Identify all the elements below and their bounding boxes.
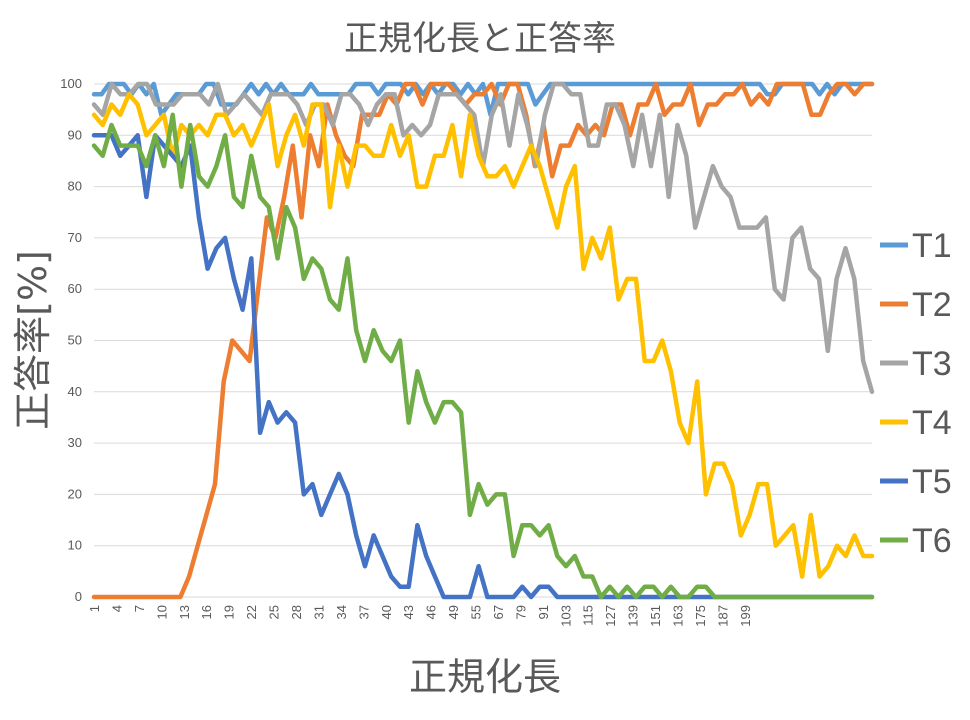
- legend-label: T3: [912, 345, 952, 383]
- y-tick-label: 30: [68, 435, 82, 450]
- x-tick-label: 4: [109, 605, 124, 612]
- legend-label: T5: [912, 463, 952, 501]
- x-tick-label: 175: [693, 605, 708, 627]
- series-lines: [91, 81, 875, 600]
- y-tick-label: 100: [60, 76, 82, 91]
- x-tick-label: 22: [244, 605, 259, 619]
- y-tick-label: 50: [68, 333, 82, 348]
- x-tick-label: 43: [401, 605, 416, 619]
- legend-item-t6: T6: [880, 522, 952, 560]
- x-tick-label: 37: [356, 605, 371, 619]
- x-tick-label: 67: [491, 605, 506, 619]
- y-tick-label: 0: [75, 589, 82, 604]
- y-tick-label: 20: [68, 486, 82, 501]
- legend-label: T4: [912, 404, 952, 442]
- x-tick-label: 25: [267, 605, 282, 619]
- x-tick-label: 151: [648, 605, 663, 627]
- gridlines: [94, 83, 872, 598]
- legend-label: T1: [912, 227, 952, 265]
- x-tick-label: 19: [222, 605, 237, 619]
- legend-item-t3: T3: [880, 345, 952, 383]
- y-tick-label: 40: [68, 384, 82, 399]
- legend-label: T2: [912, 286, 952, 324]
- x-tick-label: 16: [199, 605, 214, 619]
- x-tick-label: 1: [87, 605, 102, 612]
- x-tick-label: 10: [154, 605, 169, 619]
- x-tick-label: 115: [581, 605, 596, 626]
- x-tick-label: 13: [177, 605, 192, 619]
- legend-item-t4: T4: [880, 404, 952, 442]
- x-tick-label: 55: [469, 605, 484, 619]
- legend-item-t2: T2: [880, 286, 952, 324]
- x-tick-label: 46: [424, 605, 439, 619]
- x-axis-title: 正規化長: [409, 655, 561, 699]
- series-line-t2: [91, 81, 875, 600]
- y-tick-label: 90: [68, 127, 82, 142]
- x-tick-label: 91: [536, 605, 551, 619]
- x-tick-label: 103: [558, 605, 573, 627]
- y-axis-ticks: 0 10 20 30 40 50 60 70 80 90 100: [60, 76, 82, 604]
- x-tick-label: 139: [626, 605, 641, 627]
- y-tick-label: 70: [68, 230, 82, 245]
- series-line-t5: [91, 133, 875, 600]
- series-line-t4: [91, 92, 875, 579]
- x-tick-label: 127: [603, 605, 618, 627]
- chart-title: 正規化長と正答率: [344, 19, 616, 59]
- y-tick-label: 10: [68, 538, 82, 553]
- y-tick-label: 80: [68, 179, 82, 194]
- series-line-t6: [91, 112, 875, 600]
- x-tick-label: 40: [379, 605, 394, 619]
- legend: T1 T2 T3 T4 T5 T6: [880, 227, 952, 560]
- x-tick-label: 34: [334, 605, 349, 619]
- x-tick-label: 31: [311, 605, 326, 619]
- x-tick-label: 7: [132, 605, 147, 612]
- x-axis-ticks: 1 4 7 10 13 16 19 22 25 28 31 34 37 40 43 46 49 55 67 79 91 1…: [87, 605, 753, 627]
- x-tick-label: 79: [513, 605, 528, 619]
- legend-item-t1: T1: [880, 227, 952, 265]
- x-tick-label: 28: [289, 605, 304, 619]
- legend-label: T6: [912, 522, 952, 560]
- x-tick-label: 187: [715, 605, 730, 627]
- x-tick-label: 49: [446, 605, 461, 619]
- y-tick-label: 60: [68, 281, 82, 296]
- x-tick-label: 199: [738, 605, 753, 627]
- legend-item-t5: T5: [880, 463, 952, 501]
- y-axis-title: 正答率[%]: [11, 250, 55, 430]
- x-tick-label: 163: [671, 605, 686, 627]
